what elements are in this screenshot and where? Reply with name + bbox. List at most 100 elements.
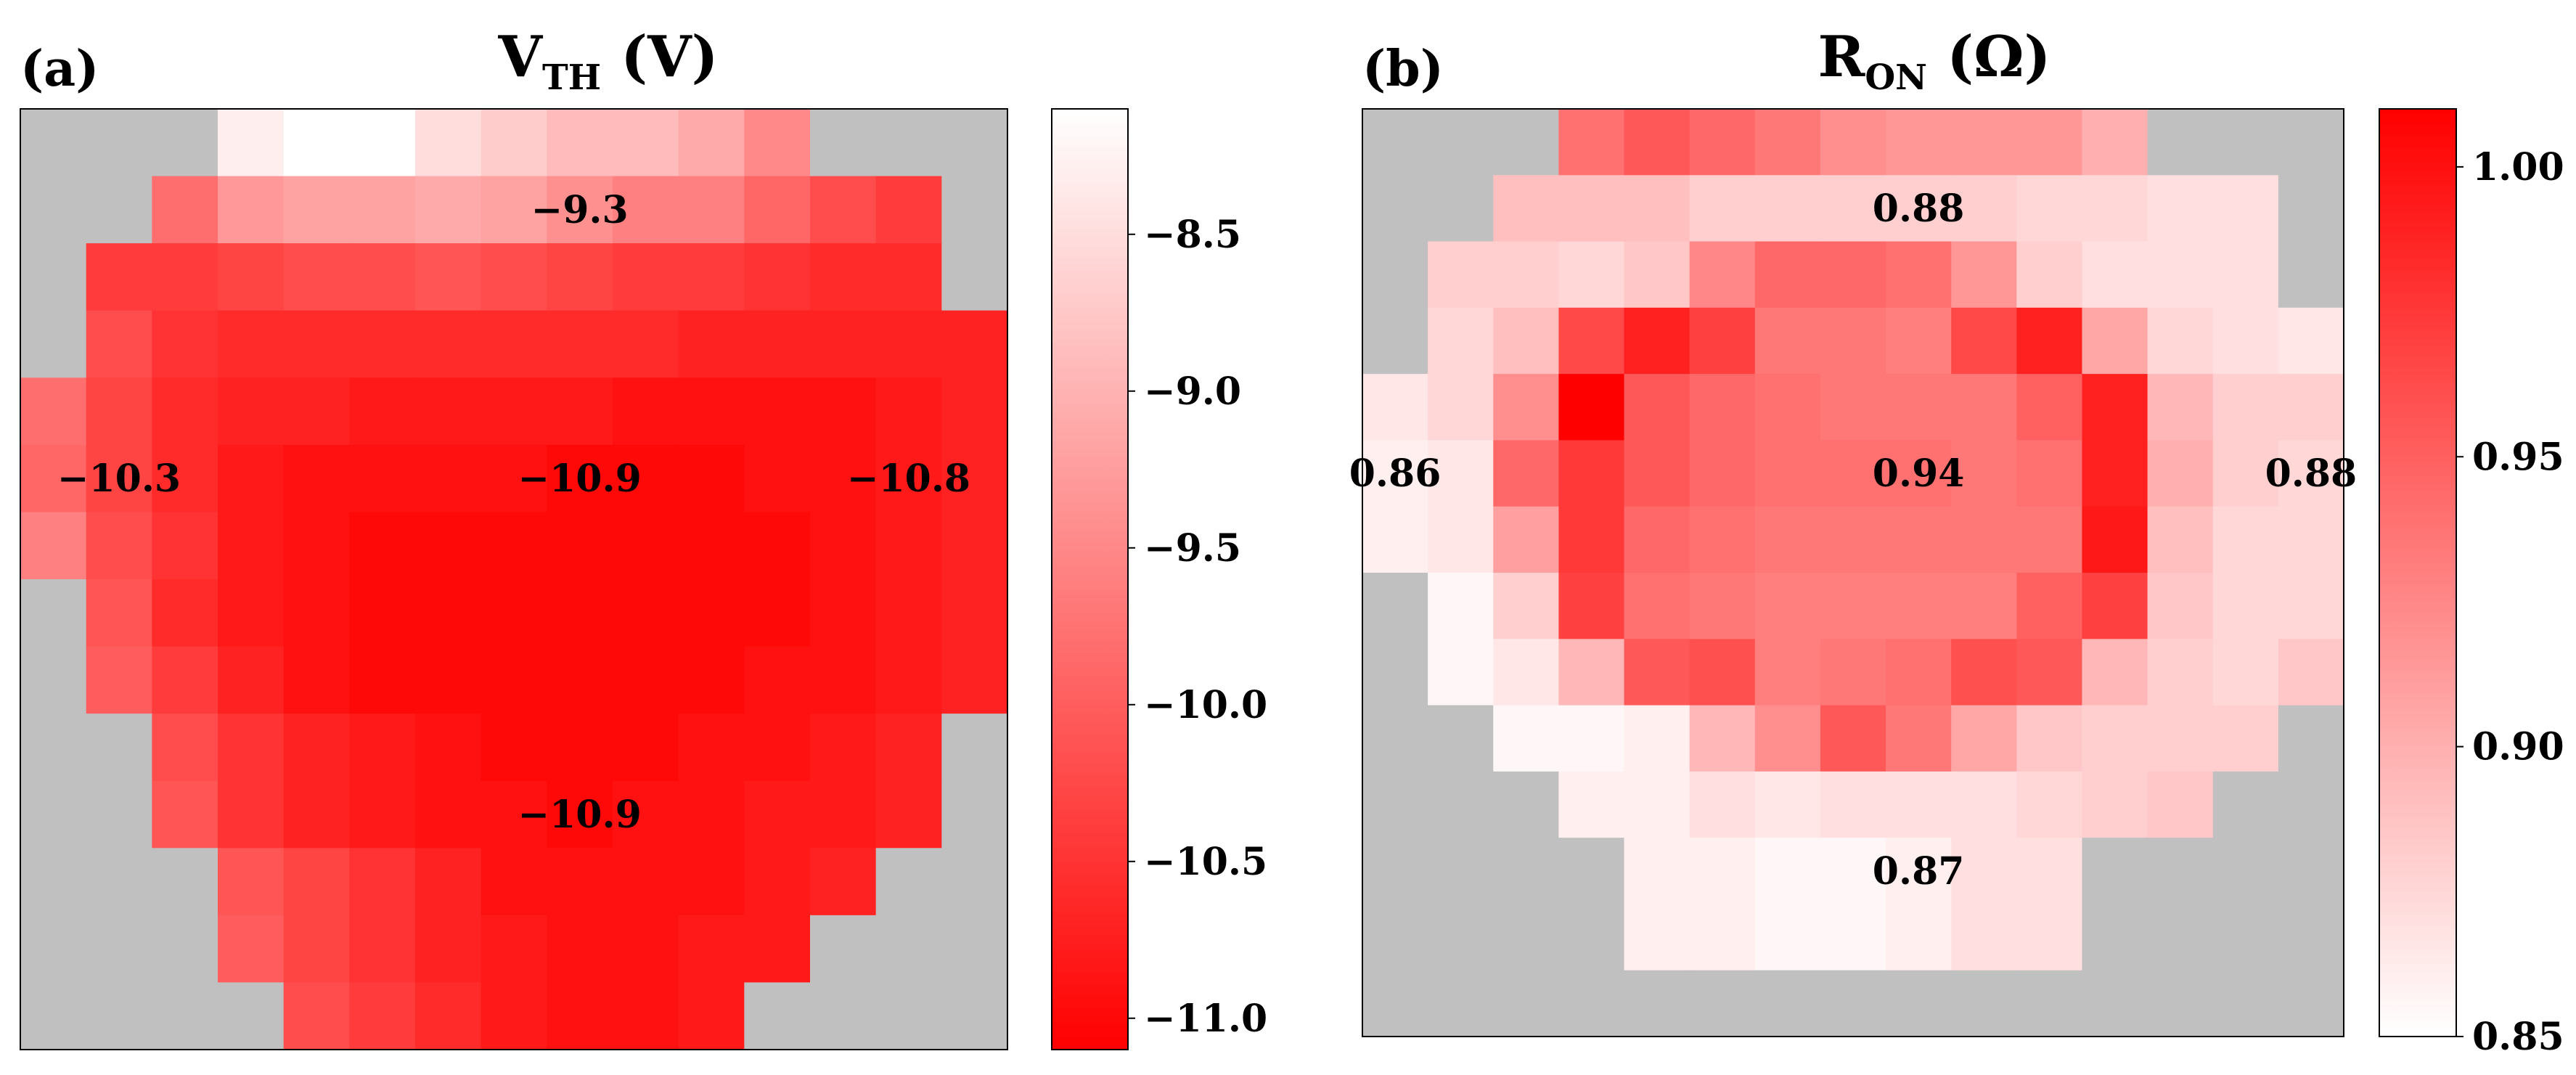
heatmap-cell-b [1886, 109, 1952, 176]
heatmap-cell-a [481, 512, 547, 580]
heatmap-cell-b [1886, 175, 1952, 242]
heatmap-cell-b [1820, 639, 1886, 706]
heatmap-cell-a [283, 982, 350, 1050]
heatmap-cell-a [415, 377, 482, 446]
heatmap-cell-a [86, 176, 152, 244]
heatmap-cell-b [1493, 307, 1559, 375]
heatmap-cell-b [2278, 705, 2344, 772]
heatmap-cell-a [547, 915, 613, 984]
heatmap-cell-a [678, 915, 745, 984]
heatmap-cell-a [875, 915, 942, 984]
heatmap-cell-b [2147, 771, 2214, 838]
heatmap-cell-b [1689, 970, 1756, 1037]
heatmap-cell-a [20, 310, 87, 378]
heatmap-cell-b [1689, 374, 1756, 441]
heatmap-cell-b [1886, 440, 1952, 507]
heatmap-cell-a [283, 377, 350, 446]
heatmap-cell-b [1558, 374, 1625, 441]
heatmap-cell-b [2278, 175, 2344, 242]
heatmap-cell-a [744, 377, 811, 446]
heatmap-cell-a [875, 444, 942, 513]
cell-annotation-b: 0.87 [1873, 849, 1965, 894]
heatmap-cell-b [1558, 573, 1625, 639]
heatmap-cell-a [678, 243, 745, 311]
heatmap-cell-a [415, 915, 482, 984]
heatmap-cell-a [86, 780, 152, 849]
heatmap-cell-a [810, 243, 877, 311]
heatmap-cell-a [547, 377, 613, 446]
heatmap-cell-a [744, 444, 811, 513]
heatmap-cell-a [481, 243, 547, 311]
heatmap-cell-b [1754, 109, 1821, 176]
cell-annotation-a: −10.8 [847, 457, 970, 501]
heatmap-cell-a [744, 109, 811, 177]
heatmap-cell-b [1362, 374, 1428, 441]
heatmap-cell-b [2082, 573, 2148, 639]
heatmap-cell-a [941, 444, 1008, 513]
heatmap-cell-b [1951, 970, 2017, 1037]
heatmap-cell-b [2147, 970, 2214, 1037]
heatmap-cell-b [1689, 241, 1756, 308]
heatmap-cell-a [218, 310, 285, 378]
panel-b-label: (b) [1362, 40, 1444, 98]
heatmap-cell-a [810, 579, 877, 647]
heatmap-cell-b [1362, 904, 1428, 971]
heatmap-cell-b [2016, 771, 2083, 838]
heatmap-cell-a [415, 310, 482, 378]
heatmap-cell-b [2016, 241, 2083, 308]
heatmap-cell-b [1754, 175, 1821, 242]
heatmap-cell-b [1624, 573, 1690, 639]
heatmap-cell-a [152, 377, 218, 446]
heatmap-cell-a [283, 714, 350, 782]
heatmap-cell-b [1428, 573, 1494, 639]
heatmap-cell-b [2082, 705, 2148, 772]
heatmap-cell-b [1886, 639, 1952, 706]
heatmap-cell-a [86, 444, 152, 513]
heatmap-cell-b [1493, 904, 1559, 971]
heatmap-cell-b [2212, 838, 2279, 905]
heatmap-cell-b [2278, 307, 2344, 375]
cell-annotation-a: −10.3 [57, 457, 181, 501]
heatmap-cell-b [2016, 838, 2083, 905]
annotations-b: 0.88 0.86 0.94 0.88 0.87 [1349, 187, 2358, 894]
heatmap-cell-a [481, 109, 547, 177]
heatmap-cell-a [481, 579, 547, 647]
heatmap-cell-b [1558, 307, 1625, 375]
heatmap-cell-a [481, 714, 547, 782]
heatmap-cell-b [1820, 506, 1886, 573]
heatmap-cell-b [1558, 109, 1625, 176]
heatmap-cell-b [2212, 506, 2279, 573]
heatmap-cell-a [218, 579, 285, 647]
heatmap-cell-b [1493, 109, 1559, 176]
heatmap-cell-a [218, 915, 285, 984]
heatmap-cell-b [2278, 970, 2344, 1037]
heatmap-cell-a [152, 714, 218, 782]
heatmap-cell-b [2082, 307, 2148, 375]
panel-a-title: VTH (V) [497, 24, 718, 98]
heatmap-cell-b [1754, 838, 1821, 905]
heatmap-cell-a [349, 982, 416, 1050]
heatmap-cell-a [875, 646, 942, 714]
panel-a-label: (a) [20, 40, 99, 98]
heatmap-cell-a [415, 109, 482, 177]
heatmap-cell-a [547, 848, 613, 916]
heatmap-cell-b [2082, 374, 2148, 441]
heatmap-cell-b [1428, 175, 1494, 242]
heatmap-cell-a [810, 915, 877, 984]
heatmap-cell-b [2278, 506, 2344, 573]
heatmap-cell-a [481, 848, 547, 916]
heatmap-cell-b [2147, 639, 2214, 706]
heatmap-cell-a [218, 982, 285, 1050]
heatmap-cell-b [1886, 771, 1952, 838]
heatmap-cell-a [349, 176, 416, 244]
heatmap-cell-b [2082, 771, 2148, 838]
heatmap-cell-a [547, 646, 613, 714]
heatmap-cell-a [941, 646, 1008, 714]
heatmap-cell-a [86, 848, 152, 916]
heatmap-cell-a [613, 646, 679, 714]
heatmap-cell-b [1428, 241, 1494, 308]
heatmap-cell-a [349, 377, 416, 446]
heatmap-cell-a [86, 915, 152, 984]
heatmap-cell-a [810, 848, 877, 916]
heatmap-cell-b [2212, 904, 2279, 971]
